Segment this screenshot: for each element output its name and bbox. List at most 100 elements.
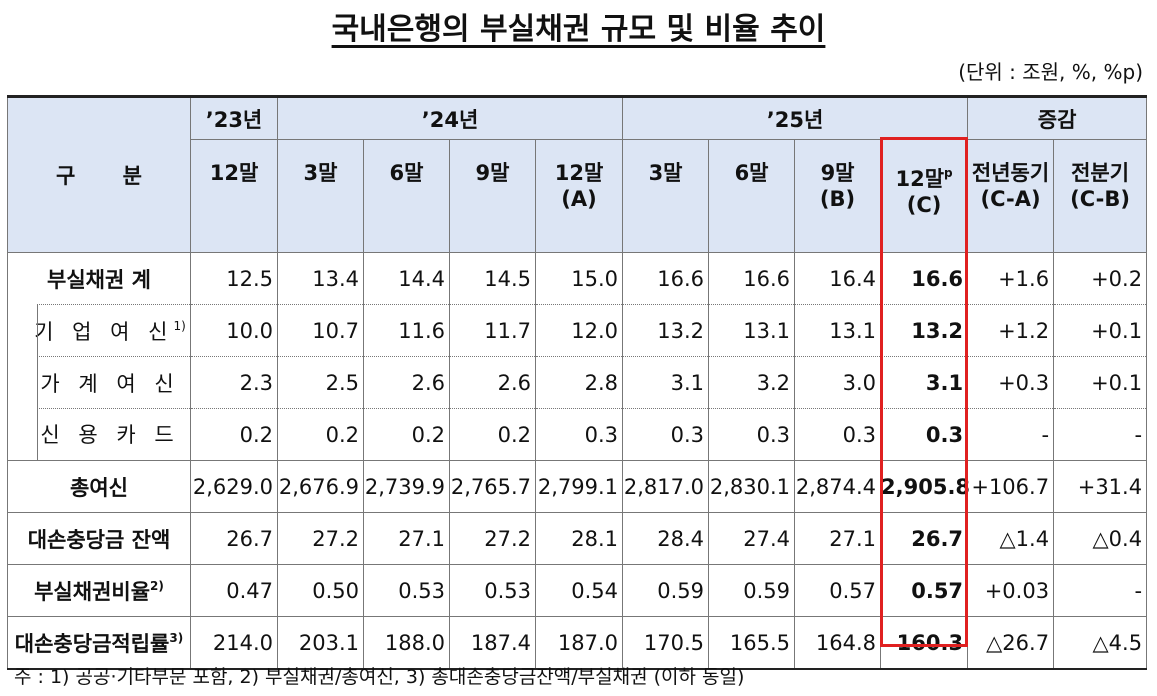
period-header: 6말 [363,139,450,253]
cell: 16.4 [794,252,882,305]
cell: +0.1 [1053,356,1148,409]
cell: 12.5 [190,252,278,305]
year-header: 증감 [967,95,1148,140]
footnote-ref: 1) [173,318,186,333]
period-header: 전년동기 (C-A) [967,139,1055,253]
cell: 0.57 [794,564,882,617]
cell: 0.59 [708,564,796,617]
cell: 187.4 [449,616,536,670]
cell: 0.57 [880,564,969,617]
row-label-text: 가 계 여 신 [40,371,180,396]
row-label-text: 대손충당금 잔액 [27,527,171,552]
footnote-ref: 2) [150,578,164,593]
cell: 2,765.7 [449,460,536,513]
period-label: 3말 [303,161,338,185]
title-text: 국내은행의 부실채권 규모 및 비율 추이 [331,12,826,47]
period-label: 12말 [209,161,259,185]
cell: +0.3 [967,356,1055,409]
period-header: 6말 [708,139,796,253]
cell: 0.3 [708,408,796,461]
row-label-text: 대손충당금적립률 [14,631,170,656]
cell: +0.03 [967,564,1055,617]
period-header: 9말 [449,139,536,253]
cell: 2.6 [449,356,536,409]
sub-row: 신 용 카 드 0.2 0.2 0.2 0.2 0.3 0.3 0.3 0.3 0.3- - [7,407,1148,461]
superscript: p [944,166,953,180]
row-label-text: 부실채권비율 [34,579,151,604]
cell: 2.8 [534,356,624,409]
cell: 0.2 [277,408,364,461]
table: 구 분 ’23년 ’24년 ’25년 증감 12말 3말 6말 9말 12말 (A) 3말 6말 9말 (B… [7,95,1148,670]
cell: 0.3 [794,408,882,461]
cell: 0.3 [622,408,710,461]
cell: 3.0 [794,356,882,409]
cell: +0.2 [1053,252,1148,305]
cell: 13.4 [277,252,364,305]
cell: 26.7 [190,512,278,565]
row-label-text: 신 용 카 드 [40,423,180,448]
cell: 26.7 [880,512,969,565]
cell: 13.2 [622,304,710,357]
cell: 188.0 [363,616,450,670]
period-header: 9말 (B) [794,139,882,253]
cell: 27.4 [708,512,796,565]
cell: 0.47 [190,564,278,617]
sub-row: 가 계 여 신 2.3 2.5 2.6 2.6 2.8 3.1 3.2 3.0 3.1 +0.3 +0… [7,355,1148,409]
period-sub: (C) [906,193,942,217]
row-label: 총여신 [7,460,191,513]
cell: 2.5 [277,356,364,409]
cell: 27.1 [363,512,450,565]
period-label: 12말 [554,161,604,185]
cell: 13.1 [794,304,882,357]
cell: △4.5 [1053,616,1148,670]
cell: 16.6 [622,252,710,305]
cell: 0.59 [622,564,710,617]
corner-header: 구 분 [7,95,191,253]
cell: 2,629.0 [190,460,278,513]
row-label: 부실채권 계 [7,252,191,305]
year-header: ’24년 [276,95,624,140]
period-label: 9말 [820,161,855,185]
cell: △1.4 [967,512,1055,565]
cell: - [1053,408,1148,461]
period-sub: (A) [561,187,597,211]
footnote: 주 : 1) 공공·기타부문 포함, 2) 부실채권/총여신, 3) 총대손충당… [14,666,745,688]
cell: 0.53 [363,564,450,617]
cell: 0.3 [880,408,969,461]
unit: (단위 : 조원, %, %p) [958,60,1143,84]
cell: 2.6 [363,356,450,409]
cell: 2.3 [190,356,278,409]
period-header: 12말 [190,139,278,253]
row-label-text: 총여신 [70,475,128,500]
cell: 2,676.9 [277,460,364,513]
period-header: 12말 (A) [534,139,624,253]
cell: 2,874.4 [794,460,882,513]
period-header: 전분기 (C-B) [1053,139,1148,253]
cell: +106.7 [967,460,1055,513]
cell: 164.8 [794,616,882,670]
cell: 13.2 [880,304,969,357]
row: 총여신 2,629.0 2,676.9 2,739.9 2,765.7 2,799.1 2,… [7,460,1148,513]
row-label: 대손충당금 잔액 [7,512,191,565]
row-label: 기 업 여 신1) [7,303,191,357]
cell: 170.5 [622,616,710,670]
cell: △26.7 [967,616,1055,670]
cell: - [1053,564,1148,617]
title: 국내은행의 부실채권 규모 및 비율 추이 [0,4,1157,48]
cell: 3.1 [622,356,710,409]
row-label: 부실채권비율2) [7,564,191,617]
cell: 13.1 [708,304,796,357]
year-header: ’25년 [622,95,969,140]
cell: 2,905.8 [880,460,970,513]
period-label: 3말 [648,161,683,185]
cell: △0.4 [1053,512,1148,565]
period-label: 전년동기 [971,161,1050,185]
cell: +0.1 [1053,304,1148,357]
cell: 11.6 [363,304,450,357]
row-label: 신 용 카 드 [7,407,191,461]
row: 부실채권 계 12.5 13.4 14.4 14.5 15.0 16.6 16.6 16.4 16… [7,252,1148,305]
cell: 0.2 [190,408,278,461]
period-label: 6말 [734,161,769,185]
cell: +1.2 [967,304,1055,357]
cell: 11.7 [449,304,536,357]
